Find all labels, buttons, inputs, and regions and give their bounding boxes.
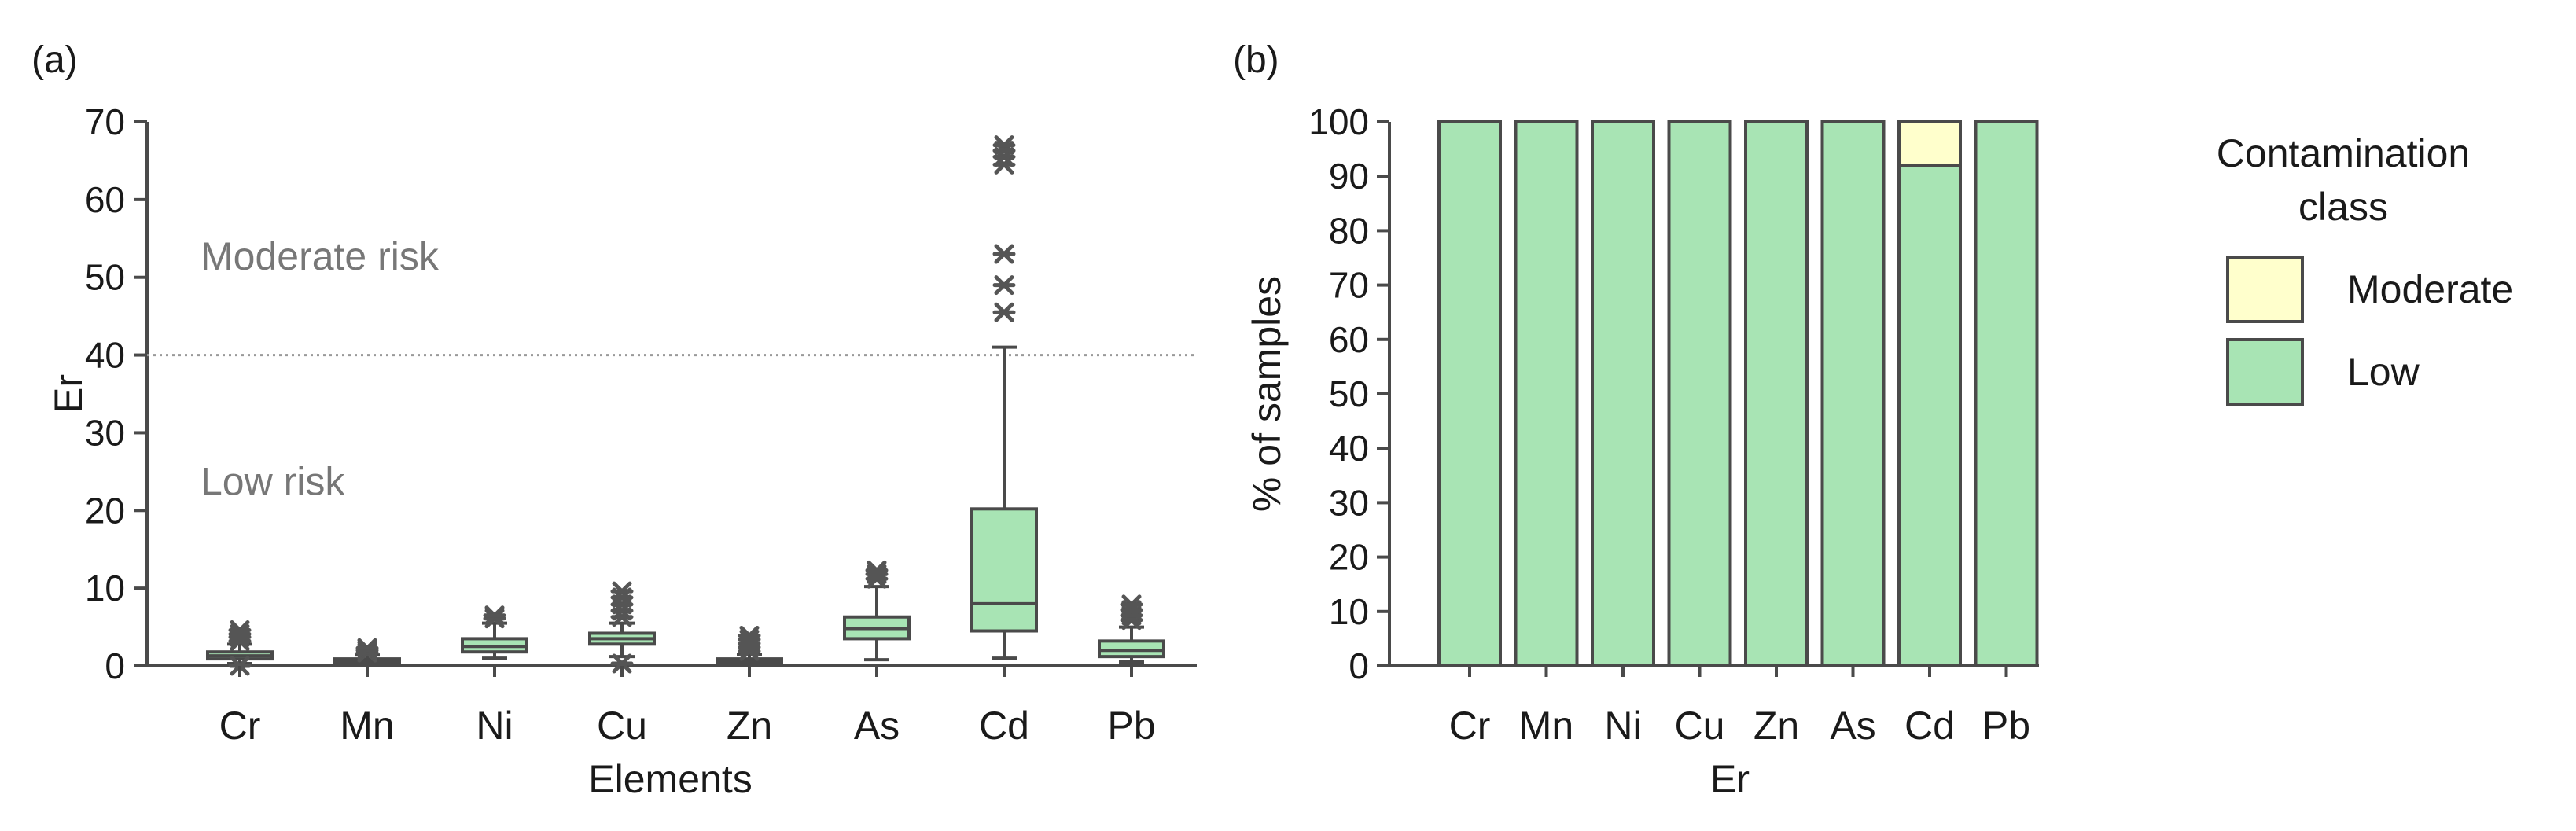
panel-b-y-tick-label: 50 <box>1329 373 1369 414</box>
bar-segment-low <box>1744 120 1809 667</box>
panel-b-x-tick-label: Ni <box>1604 704 1641 748</box>
box-outlier <box>992 275 1016 296</box>
box-zn <box>716 625 783 667</box>
panel-a-x-tick-label: Mn <box>340 704 394 748</box>
panel-b-label: (b) <box>1233 39 1279 81</box>
bar-cu <box>1667 120 1732 667</box>
panel-b-x-tick-label: Cu <box>1675 704 1725 748</box>
panel-a-moderate-risk-label: Moderate risk <box>201 234 440 278</box>
box-outlier <box>738 625 761 645</box>
box-outlier <box>1120 594 1143 615</box>
panel-a-x-tick-label: Ni <box>476 704 513 748</box>
panel-a-x-tick-label: Zn <box>727 704 772 748</box>
panel-b-y-tick-label: 40 <box>1329 428 1369 469</box>
box-ni <box>461 605 528 660</box>
bar-zn <box>1744 120 1809 667</box>
box-as <box>843 560 911 662</box>
box-pb <box>1098 594 1165 664</box>
bar-segment-low <box>1974 120 2039 667</box>
legend-title-line-2: class <box>2298 185 2388 229</box>
panel-b-y-tick-label: 80 <box>1329 210 1369 251</box>
box-outlier <box>992 244 1016 264</box>
panel-a-x-tick-label: Pb <box>1107 704 1155 748</box>
bar-cd <box>1897 120 1962 668</box>
panel-a-y-tick-label: 50 <box>85 257 125 298</box>
panel-b-x-tick-label: Mn <box>1519 704 1573 748</box>
legend-label-low: Low <box>2347 350 2420 394</box>
panel-a-y-tick-label: 0 <box>105 645 125 686</box>
panel-a-x-tick-label: Cr <box>219 704 261 748</box>
bar-segment-low <box>1897 164 1962 668</box>
panel-b-x-tick-label: Zn <box>1754 704 1799 748</box>
bar-segment-moderate <box>1897 120 1962 167</box>
box-outlier <box>610 581 634 601</box>
panel-b-y-label: % of samples <box>1245 276 1289 512</box>
panel-a-label: (a) <box>31 39 78 81</box>
panel-b-x-tick-label: Cr <box>1449 704 1491 748</box>
box-outlier <box>483 605 506 626</box>
panel-b-x-label: Er <box>1710 757 1750 801</box>
panel-a-x-label: Elements <box>588 757 752 801</box>
box-mn <box>333 638 401 667</box>
box-body <box>970 507 1038 633</box>
box-outlier <box>992 135 1016 156</box>
bar-ni <box>1591 120 1655 667</box>
panel-a-x-tick-label: Cd <box>979 704 1029 748</box>
bar-segment-low <box>1820 120 1886 667</box>
panel-a: (a) 0 10 20 30 40 50 60 70 Er Moderate risk Low ris… <box>31 39 1197 801</box>
bar-segment-low <box>1514 120 1579 667</box>
panel-a-y-tick-label: 10 <box>85 568 125 609</box>
bar-as <box>1820 120 1886 667</box>
panel-a-y-tick-label: 30 <box>85 412 125 453</box>
bar-segment-low <box>1667 120 1732 667</box>
panel-a-y-tick-label: 20 <box>85 490 125 531</box>
box-outlier <box>355 638 379 658</box>
legend: Contamination class Moderate Low <box>2217 131 2513 406</box>
panel-b-x-tick-label: Pb <box>1982 704 2030 748</box>
panel-a-y-tick-label: 70 <box>85 101 125 142</box>
box-cu <box>588 581 656 674</box>
panel-b-y-tick-label: 90 <box>1329 156 1369 197</box>
box-outlier <box>483 609 506 629</box>
panel-b-x-tick-label: Cd <box>1904 704 1955 748</box>
bar-cr <box>1437 120 1502 667</box>
panel-b-y-tick-label: 100 <box>1308 101 1369 142</box>
box-cd <box>970 135 1038 660</box>
panel-a-low-risk-label: Low risk <box>201 460 345 504</box>
panel-b-y-tick-label: 60 <box>1329 319 1369 360</box>
legend-label-moderate: Moderate <box>2347 267 2513 311</box>
panel-a-y-tick-label: 40 <box>85 335 125 376</box>
panel-b-y-tick-label: 70 <box>1329 265 1369 306</box>
panel-b: (b) 0 10 20 30 40 50 60 70 80 90 100 % of samples Cr M… <box>1233 39 2513 801</box>
panel-a-y-tick-label: 60 <box>85 179 125 220</box>
box-outlier <box>228 620 252 641</box>
box-outlier <box>865 560 889 580</box>
bar-segment-low <box>1591 120 1655 667</box>
panel-a-x-tick-label: Cu <box>597 704 647 748</box>
panel-b-x-tick-label: As <box>1830 704 1875 748</box>
legend-swatch-moderate <box>2226 256 2304 323</box>
legend-title-line-1: Contamination <box>2217 131 2470 175</box>
bar-pb <box>1974 120 2039 667</box>
panel-a-x-tick-label: As <box>854 704 900 748</box>
legend-swatch-low <box>2226 338 2304 406</box>
box-outlier <box>992 302 1016 322</box>
bar-segment-low <box>1437 120 1502 667</box>
panel-b-y-tick-label: 10 <box>1329 591 1369 632</box>
panel-b-y-tick-label: 20 <box>1329 537 1369 578</box>
panel-b-y-tick-label: 30 <box>1329 482 1369 523</box>
panel-a-y-label: Er <box>46 374 90 414</box>
panel-b-y-tick-label: 0 <box>1349 645 1369 686</box>
box-outlier <box>610 653 634 674</box>
bar-mn <box>1514 120 1579 667</box>
